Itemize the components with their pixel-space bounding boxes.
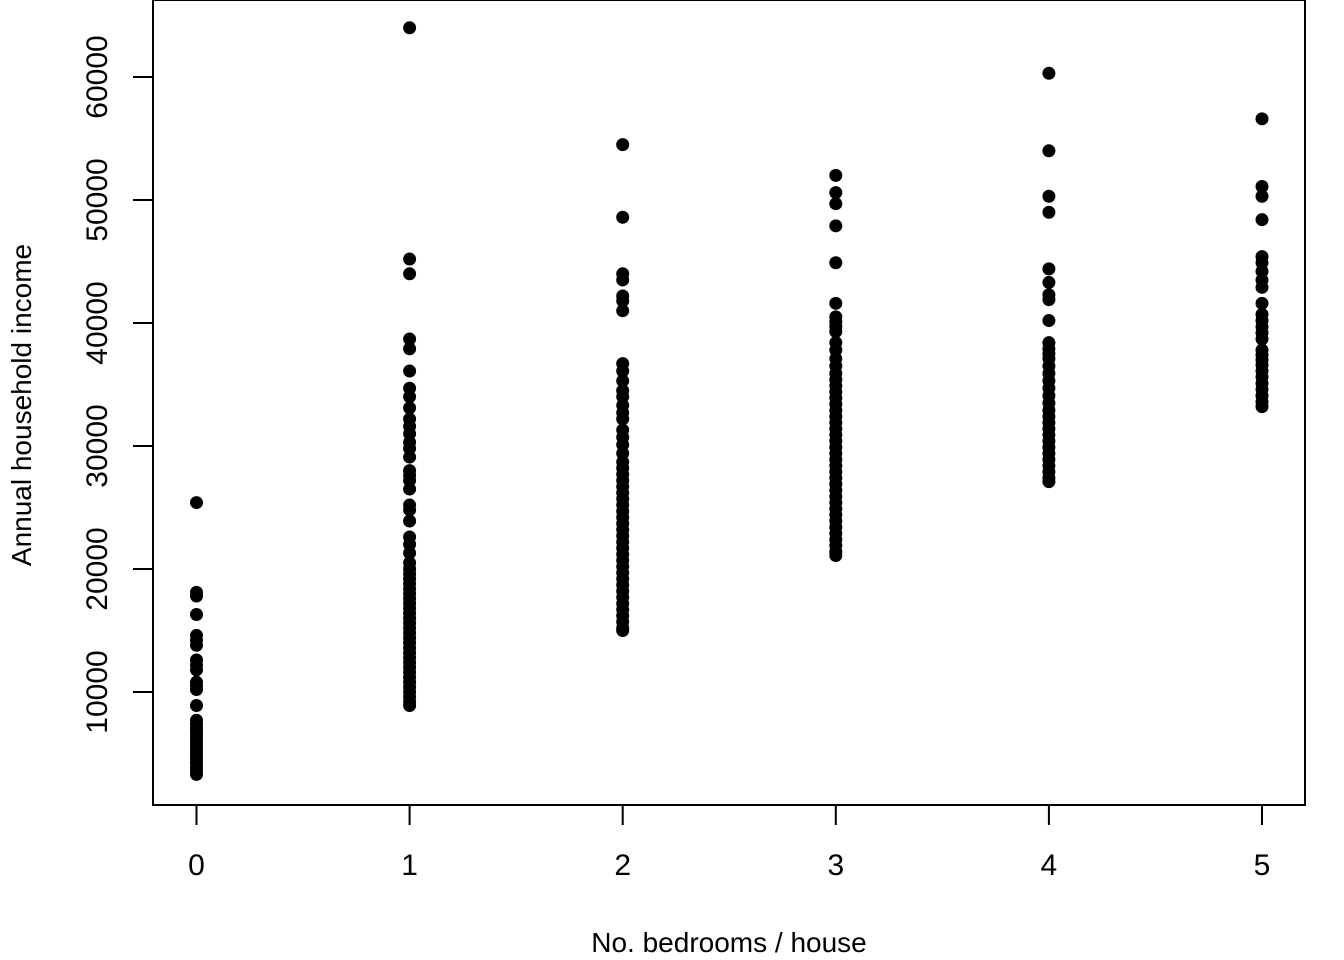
data-point (403, 482, 417, 496)
data-point (1042, 189, 1056, 203)
x-tick-label: 4 (1041, 849, 1058, 882)
y-axis-title: Annual household income (6, 244, 37, 566)
data-point (190, 683, 203, 697)
data-point (1255, 332, 1269, 346)
x-tick-label: 5 (1254, 849, 1271, 882)
data-point (616, 304, 630, 318)
data-point (1255, 189, 1269, 203)
data-point (403, 699, 417, 713)
data-point (616, 364, 630, 378)
x-tick-label: 2 (614, 849, 631, 882)
data-point (403, 503, 417, 517)
data-point (1042, 314, 1056, 328)
data-point (616, 374, 630, 388)
data-point (1042, 144, 1056, 158)
data-point (616, 624, 630, 637)
data-points (190, 21, 1269, 781)
data-point (1042, 66, 1056, 80)
data-point (616, 412, 630, 426)
data-point (1255, 179, 1269, 193)
data-point (1042, 205, 1056, 219)
data-point (1255, 296, 1269, 310)
data-point (403, 342, 417, 356)
data-point (403, 514, 417, 528)
y-tick-label: 10000 (81, 650, 114, 733)
data-point (829, 325, 843, 339)
x-axis-title: No. bedrooms / house (591, 927, 867, 958)
data-point (829, 197, 843, 211)
data-point (403, 252, 417, 266)
data-point (1255, 213, 1269, 227)
data-point (829, 219, 843, 233)
data-point (829, 186, 843, 200)
data-point (1255, 280, 1269, 294)
data-point (403, 546, 417, 560)
data-point (616, 294, 630, 308)
data-point (829, 168, 843, 182)
data-point (403, 390, 417, 404)
data-point (190, 638, 203, 652)
data-point (403, 401, 417, 415)
data-point (1042, 293, 1056, 307)
data-point (1042, 475, 1056, 489)
data-point (829, 548, 843, 562)
data-point (190, 608, 203, 622)
y-tick-label: 20000 (81, 527, 114, 610)
data-point (403, 450, 417, 464)
data-point (190, 663, 203, 677)
data-point (190, 767, 203, 781)
y-tick-label: 50000 (81, 158, 114, 241)
data-point (1042, 275, 1056, 289)
data-point (1255, 400, 1269, 414)
y-axis: 10000 20000 30000 40000 50000 60000 (81, 35, 154, 734)
data-point (190, 496, 203, 510)
data-point (829, 256, 843, 270)
data-point (403, 364, 417, 378)
y-tick-label: 60000 (81, 35, 114, 118)
data-point (190, 589, 203, 603)
data-point (190, 699, 203, 713)
data-point (616, 210, 630, 224)
x-axis: 0 1 2 3 4 5 (188, 804, 1271, 882)
data-point (829, 296, 843, 310)
data-point (616, 138, 630, 152)
data-point (1255, 112, 1269, 126)
y-tick-label: 40000 (81, 281, 114, 364)
data-point (403, 21, 417, 35)
x-tick-label: 3 (827, 849, 844, 882)
x-tick-label: 0 (188, 849, 205, 882)
plot-frame (152, 0, 1306, 806)
data-point (616, 273, 630, 287)
y-tick-label: 30000 (81, 404, 114, 487)
data-point (403, 332, 417, 346)
x-tick-label: 1 (401, 849, 418, 882)
data-point (1042, 262, 1056, 276)
data-point (403, 267, 417, 281)
